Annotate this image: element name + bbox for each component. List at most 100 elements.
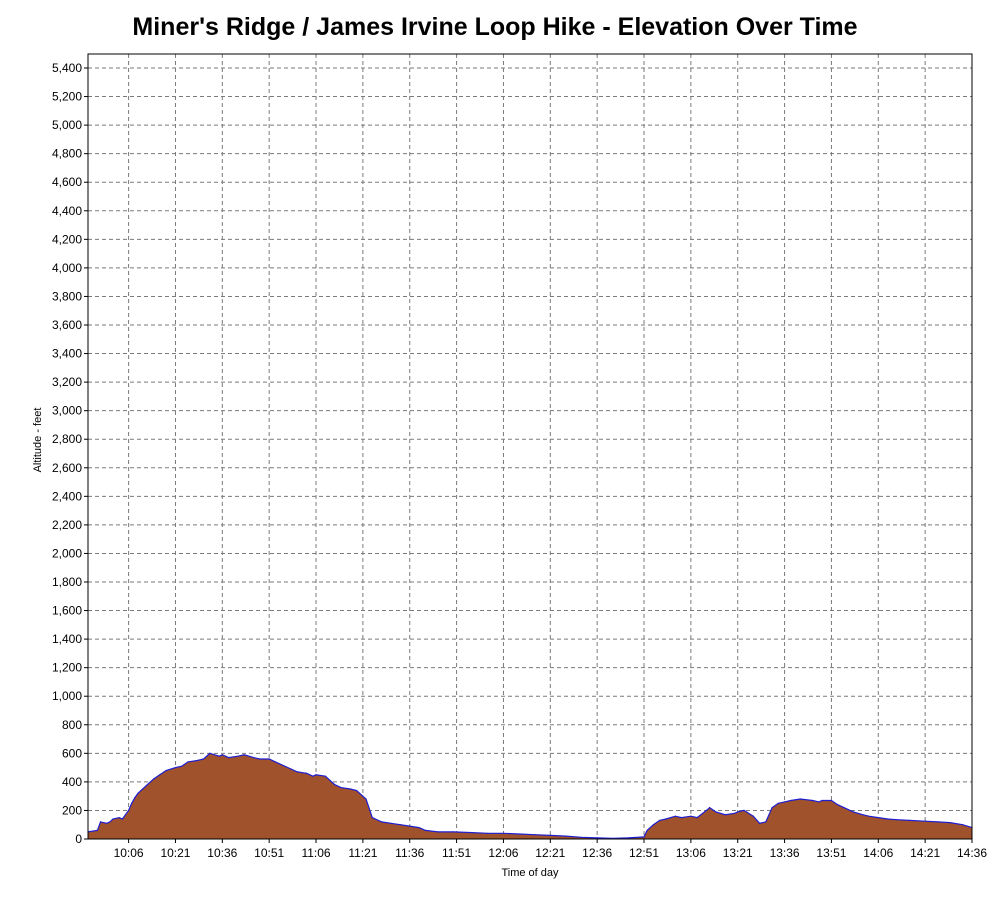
y-tick-label: 5,200 xyxy=(52,90,82,104)
elevation-point xyxy=(131,802,133,804)
elevation-point xyxy=(281,764,283,766)
x-tick-label: 13:51 xyxy=(816,846,846,860)
elevation-point xyxy=(268,758,270,760)
elevation-point xyxy=(221,754,223,756)
plot-frame xyxy=(87,53,973,840)
y-axis-label: Altitude - feet xyxy=(32,408,44,473)
elevation-point xyxy=(646,829,648,832)
elevation-point xyxy=(765,821,767,823)
y-tick-label: 2,200 xyxy=(52,518,82,532)
y-tick-label: 2,000 xyxy=(52,546,82,560)
y-tick-label: 1,600 xyxy=(52,604,82,618)
elevation-point xyxy=(196,759,198,762)
elevation-point xyxy=(209,752,211,754)
elevation-point xyxy=(274,761,276,763)
elevation-point xyxy=(259,758,261,760)
elevation-point xyxy=(153,778,155,780)
elevation-point xyxy=(924,820,926,822)
elevation-point xyxy=(349,788,351,790)
elevation-point xyxy=(243,754,245,756)
elevation-point xyxy=(121,818,123,820)
elevation-point xyxy=(877,817,879,819)
elevation-point xyxy=(381,821,383,823)
x-tick-label: 14:36 xyxy=(957,846,987,860)
elevation-point xyxy=(365,798,367,800)
elevation-point xyxy=(743,809,745,812)
y-tick-label: 4,600 xyxy=(52,175,82,189)
x-tick-label: 13:36 xyxy=(770,846,800,860)
elevation-point xyxy=(109,821,111,823)
elevation-point xyxy=(418,827,420,829)
elevation-point xyxy=(306,772,308,774)
elevation-area xyxy=(88,753,972,839)
elevation-point xyxy=(112,818,114,820)
elevation-point xyxy=(908,819,911,822)
elevation-point xyxy=(799,798,801,800)
elevation-point xyxy=(705,809,708,812)
elevation-point xyxy=(852,811,854,813)
elevation-point xyxy=(390,822,392,824)
elevation-point xyxy=(437,831,439,833)
elevation-point xyxy=(296,771,298,773)
elevation-point xyxy=(830,799,833,802)
x-tick-label: 12:36 xyxy=(582,846,612,860)
elevation-point xyxy=(737,811,739,813)
x-tick-label: 14:21 xyxy=(910,846,940,860)
y-tick-label: 5,000 xyxy=(52,118,82,132)
elevation-point xyxy=(752,815,754,817)
elevation-line xyxy=(87,752,973,839)
elevation-point xyxy=(665,818,667,820)
y-tick-label: 1,000 xyxy=(52,689,82,703)
x-tick-label: 11:36 xyxy=(395,846,424,860)
elevation-point xyxy=(137,792,139,794)
elevation-point xyxy=(134,797,136,799)
elevation-point xyxy=(290,768,292,770)
x-tick-label: 12:21 xyxy=(535,846,565,860)
elevation-point xyxy=(399,824,401,826)
elevation-point xyxy=(759,822,761,824)
y-tick-label: 1,800 xyxy=(52,575,82,589)
elevation-point xyxy=(777,802,779,804)
y-tick-label: 3,600 xyxy=(52,318,82,332)
elevation-point xyxy=(518,833,520,835)
elevation-point xyxy=(784,801,786,803)
elevation-point xyxy=(128,809,130,812)
x-tick-label: 11:21 xyxy=(348,846,377,860)
x-axis-label: Time of day xyxy=(501,867,559,879)
elevation-point xyxy=(627,837,630,839)
elevation-point xyxy=(790,799,792,802)
x-axis: 10:06 10:21 10:36 10:51 11:06 11:21 11:36 11:51… xyxy=(114,839,987,860)
y-axis: 0 200 400 600 800 1,000 1,200 1,400 1,600 1,800 2,… xyxy=(52,61,88,846)
elevation-point xyxy=(174,767,177,769)
y-tick-label: 2,800 xyxy=(52,432,82,446)
elevation-point xyxy=(674,815,676,817)
x-tick-label: 10:36 xyxy=(207,846,237,860)
elevation-point xyxy=(165,769,167,772)
elevation-point xyxy=(218,755,220,757)
elevation-point xyxy=(690,815,692,817)
elevation-point xyxy=(324,775,326,777)
y-tick-label: 2,400 xyxy=(52,489,82,503)
elevation-point xyxy=(715,811,717,813)
elevation-point xyxy=(734,812,736,814)
elevation-point xyxy=(821,799,823,802)
elevation-point xyxy=(409,825,411,827)
elevation-point xyxy=(896,819,898,821)
y-tick-label: 3,000 xyxy=(52,404,82,418)
elevation-point xyxy=(659,819,661,822)
elevation-point xyxy=(502,832,504,834)
plot-area xyxy=(87,752,973,839)
elevation-point xyxy=(937,821,939,823)
elevation-point xyxy=(680,817,683,819)
elevation-point xyxy=(181,765,183,767)
elevation-point xyxy=(962,824,964,826)
x-tick-label: 10:51 xyxy=(254,846,284,860)
elevation-point xyxy=(652,824,655,826)
elevation-point xyxy=(99,821,102,823)
elevation-point xyxy=(862,814,864,816)
elevation-point xyxy=(340,787,342,789)
elevation-point xyxy=(837,804,839,806)
elevation-point xyxy=(253,757,255,759)
